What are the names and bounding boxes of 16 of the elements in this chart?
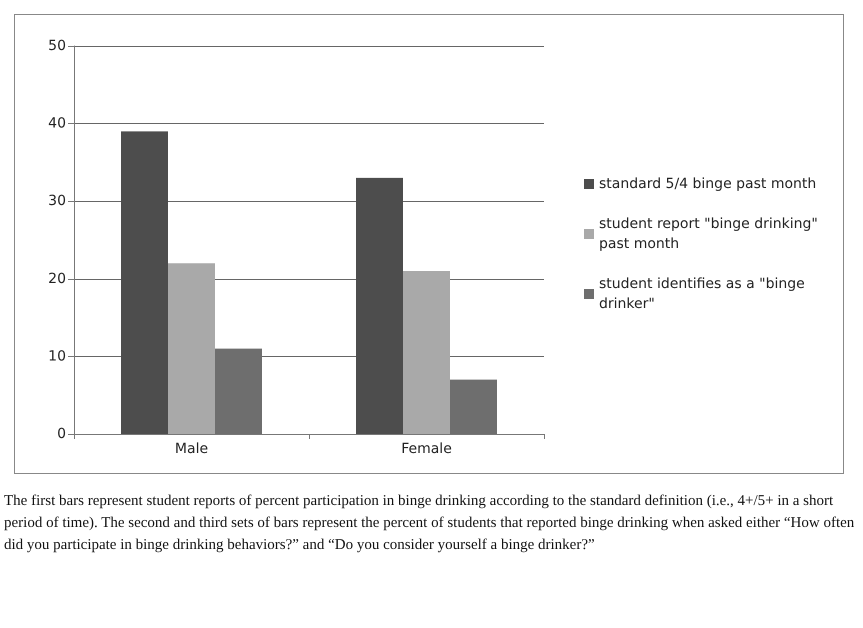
bar xyxy=(121,131,168,434)
y-tick-label: 20 xyxy=(48,270,66,287)
y-tick-label: 30 xyxy=(48,193,66,210)
bar xyxy=(356,178,403,434)
x-tick-label: Male xyxy=(174,441,208,457)
bar xyxy=(403,271,450,434)
legend-label: student identifies as a "binge drinker" xyxy=(599,276,810,312)
y-tick-label: 40 xyxy=(48,116,66,132)
legend-label: standard 5/4 binge past month xyxy=(599,176,816,192)
bar xyxy=(168,263,215,434)
y-tick-label: 10 xyxy=(48,348,66,364)
y-tick-label: 0 xyxy=(57,426,66,442)
x-tick-label: Female xyxy=(401,441,452,457)
y-tick-label: 50 xyxy=(48,38,66,54)
text: The first bars represent student reports of percent participation in binge drinking according to the standard definition (i.e., 4+/5+ in a short period of time). The second and third sets of bars represent the percent of students that reported binge drinking when asked either “How often did you participate in binge drinking behaviors?” and “Do you consider yourself a binge drinker?” xyxy=(4,492,856,555)
legend-label: student report "binge drinking" past month xyxy=(599,216,822,252)
